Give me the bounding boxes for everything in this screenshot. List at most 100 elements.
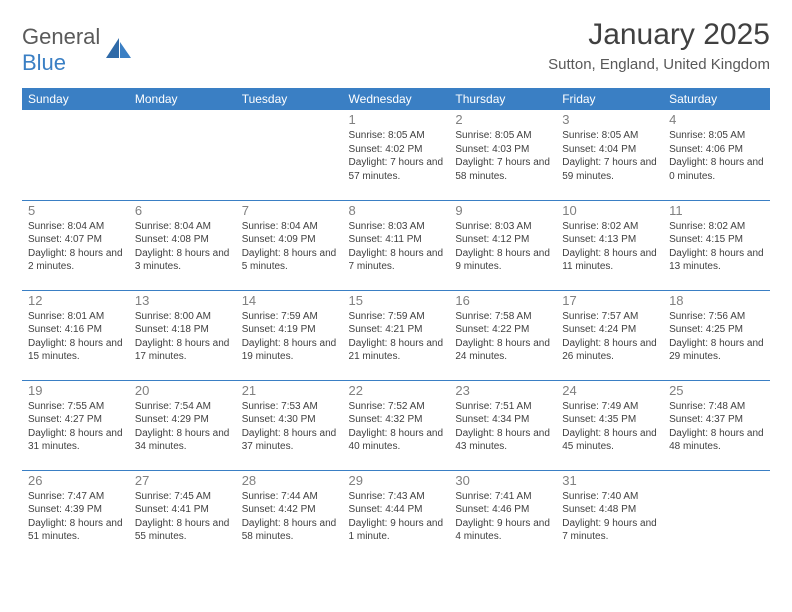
sunrise-text: Sunrise: 7:55 AM	[28, 400, 123, 414]
daylight-text: Daylight: 8 hours and 37 minutes.	[242, 427, 337, 454]
calendar-cell-empty	[22, 110, 129, 200]
logo-word-2: Blue	[22, 50, 66, 75]
sunset-text: Sunset: 4:02 PM	[349, 143, 444, 157]
weekday-header: Saturday	[663, 88, 770, 110]
calendar-cell: 26 Sunrise: 7:47 AMSunset: 4:39 PMDayligh…	[22, 470, 129, 560]
day-number: 22	[349, 383, 444, 398]
sail-icon	[106, 38, 132, 65]
logo-text-block: General Blue	[22, 24, 100, 76]
daylight-text: Daylight: 8 hours and 55 minutes.	[135, 517, 230, 544]
calendar-cell: 1Sunrise: 8:05 AMSunset: 4:02 PMDaylight…	[343, 110, 450, 200]
sunset-text: Sunset: 4:37 PM	[669, 413, 764, 427]
header-row: General Blue January 2025 Sutton, Englan…	[22, 18, 770, 76]
day-number: 10	[562, 203, 657, 218]
sunrise-text: Sunrise: 8:05 AM	[349, 129, 444, 143]
daylight-text: Daylight: 7 hours and 57 minutes.	[349, 156, 444, 183]
sunrise-text: Sunrise: 8:02 AM	[669, 220, 764, 234]
location-text: Sutton, England, United Kingdom	[548, 56, 770, 73]
daylight-text: Daylight: 8 hours and 2 minutes.	[28, 247, 123, 274]
sunset-text: Sunset: 4:08 PM	[135, 233, 230, 247]
sunrise-text: Sunrise: 7:51 AM	[455, 400, 550, 414]
daylight-text: Daylight: 8 hours and 3 minutes.	[135, 247, 230, 274]
daylight-text: Daylight: 8 hours and 58 minutes.	[242, 517, 337, 544]
sunset-text: Sunset: 4:21 PM	[349, 323, 444, 337]
sunset-text: Sunset: 4:07 PM	[28, 233, 123, 247]
sunset-text: Sunset: 4:12 PM	[455, 233, 550, 247]
day-number: 4	[669, 112, 764, 127]
daylight-text: Daylight: 8 hours and 0 minutes.	[669, 156, 764, 183]
sunrise-text: Sunrise: 8:05 AM	[455, 129, 550, 143]
day-number: 16	[455, 293, 550, 308]
daylight-text: Daylight: 8 hours and 19 minutes.	[242, 337, 337, 364]
title-block: January 2025 Sutton, England, United Kin…	[548, 18, 770, 73]
daylight-text: Daylight: 8 hours and 29 minutes.	[669, 337, 764, 364]
sunset-text: Sunset: 4:35 PM	[562, 413, 657, 427]
calendar-cell: 20Sunrise: 7:54 AMSunset: 4:29 PMDayligh…	[129, 380, 236, 470]
day-number: 2	[455, 112, 550, 127]
sunset-text: Sunset: 4:39 PM	[28, 503, 123, 517]
calendar-cell: 14Sunrise: 7:59 AMSunset: 4:19 PMDayligh…	[236, 290, 343, 380]
sunset-text: Sunset: 4:24 PM	[562, 323, 657, 337]
daylight-text: Daylight: 8 hours and 34 minutes.	[135, 427, 230, 454]
sunrise-text: Sunrise: 7:59 AM	[349, 310, 444, 324]
calendar-cell: 8Sunrise: 8:03 AMSunset: 4:11 PMDaylight…	[343, 200, 450, 290]
day-number: 29	[349, 473, 444, 488]
weekday-header: Wednesday	[343, 88, 450, 110]
day-number: 24	[562, 383, 657, 398]
day-number: 19	[28, 383, 123, 398]
daylight-text: Daylight: 8 hours and 51 minutes.	[28, 517, 123, 544]
weekday-header: Friday	[556, 88, 663, 110]
daylight-text: Daylight: 8 hours and 31 minutes.	[28, 427, 123, 454]
day-number: 8	[349, 203, 444, 218]
weekday-header: Sunday	[22, 88, 129, 110]
calendar-cell: 30Sunrise: 7:41 AMSunset: 4:46 PMDayligh…	[449, 470, 556, 560]
calendar-row: 26Sunrise: 7:47 AMSunset: 4:39 PMDayligh…	[22, 470, 770, 560]
calendar-row: 5Sunrise: 8:04 AMSunset: 4:07 PMDaylight…	[22, 200, 770, 290]
weekday-header: Tuesday	[236, 88, 343, 110]
sunset-text: Sunset: 4:06 PM	[669, 143, 764, 157]
daylight-text: Daylight: 8 hours and 43 minutes.	[455, 427, 550, 454]
sunrise-text: Sunrise: 8:04 AM	[28, 220, 123, 234]
daylight-text: Daylight: 8 hours and 48 minutes.	[669, 427, 764, 454]
daylight-text: Daylight: 8 hours and 26 minutes.	[562, 337, 657, 364]
sunrise-text: Sunrise: 7:57 AM	[562, 310, 657, 324]
sunrise-text: Sunrise: 8:03 AM	[455, 220, 550, 234]
calendar-header: SundayMondayTuesdayWednesdayThursdayFrid…	[22, 88, 770, 110]
calendar-cell: 9Sunrise: 8:03 AMSunset: 4:12 PMDaylight…	[449, 200, 556, 290]
calendar-cell: 31Sunrise: 7:40 AMSunset: 4:48 PMDayligh…	[556, 470, 663, 560]
sunset-text: Sunset: 4:41 PM	[135, 503, 230, 517]
day-number: 26	[28, 473, 123, 488]
calendar-cell: 2Sunrise: 8:05 AMSunset: 4:03 PMDaylight…	[449, 110, 556, 200]
day-number: 23	[455, 383, 550, 398]
calendar-cell: 11Sunrise: 8:02 AMSunset: 4:15 PMDayligh…	[663, 200, 770, 290]
sunset-text: Sunset: 4:13 PM	[562, 233, 657, 247]
sunrise-text: Sunrise: 7:48 AM	[669, 400, 764, 414]
sunrise-text: Sunrise: 7:49 AM	[562, 400, 657, 414]
calendar-cell: 7Sunrise: 8:04 AMSunset: 4:09 PMDaylight…	[236, 200, 343, 290]
calendar-cell-empty	[663, 470, 770, 560]
daylight-text: Daylight: 9 hours and 1 minute.	[349, 517, 444, 544]
day-number: 25	[669, 383, 764, 398]
sunset-text: Sunset: 4:27 PM	[28, 413, 123, 427]
daylight-text: Daylight: 8 hours and 5 minutes.	[242, 247, 337, 274]
logo-word-1: General	[22, 24, 100, 49]
calendar-cell: 17Sunrise: 7:57 AMSunset: 4:24 PMDayligh…	[556, 290, 663, 380]
logo: General Blue	[22, 24, 132, 76]
day-number: 30	[455, 473, 550, 488]
calendar-cell: 5Sunrise: 8:04 AMSunset: 4:07 PMDaylight…	[22, 200, 129, 290]
daylight-text: Daylight: 8 hours and 17 minutes.	[135, 337, 230, 364]
sunrise-text: Sunrise: 7:40 AM	[562, 490, 657, 504]
day-number: 11	[669, 203, 764, 218]
calendar-cell: 24Sunrise: 7:49 AMSunset: 4:35 PMDayligh…	[556, 380, 663, 470]
calendar-cell: 16Sunrise: 7:58 AMSunset: 4:22 PMDayligh…	[449, 290, 556, 380]
calendar-cell: 21Sunrise: 7:53 AMSunset: 4:30 PMDayligh…	[236, 380, 343, 470]
calendar-table: SundayMondayTuesdayWednesdayThursdayFrid…	[22, 88, 770, 560]
sunset-text: Sunset: 4:22 PM	[455, 323, 550, 337]
calendar-cell: 18Sunrise: 7:56 AMSunset: 4:25 PMDayligh…	[663, 290, 770, 380]
calendar-cell: 29Sunrise: 7:43 AMSunset: 4:44 PMDayligh…	[343, 470, 450, 560]
calendar-cell: 27Sunrise: 7:45 AMSunset: 4:41 PMDayligh…	[129, 470, 236, 560]
sunset-text: Sunset: 4:32 PM	[349, 413, 444, 427]
daylight-text: Daylight: 9 hours and 4 minutes.	[455, 517, 550, 544]
sunrise-text: Sunrise: 7:47 AM	[28, 490, 123, 504]
sunrise-text: Sunrise: 7:43 AM	[349, 490, 444, 504]
